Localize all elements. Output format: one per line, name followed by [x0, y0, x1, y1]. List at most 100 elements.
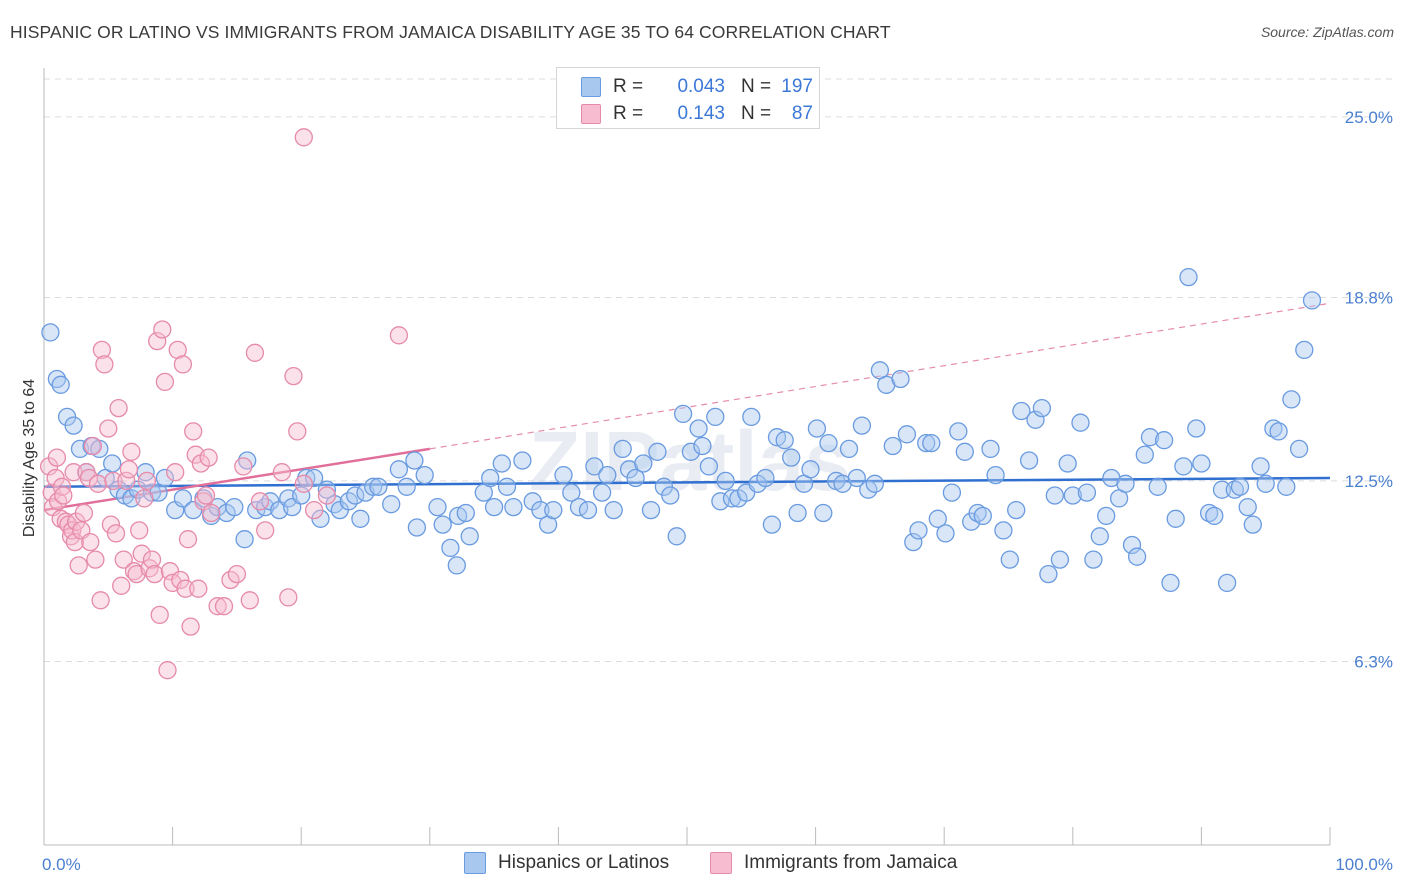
point-hispanic [460, 527, 479, 546]
point-hispanic [382, 495, 401, 514]
point-hispanic [681, 442, 701, 461]
point-jamaica [184, 422, 203, 441]
point-jamaica [284, 366, 303, 386]
point-hispanic [346, 486, 365, 505]
point-jamaica [199, 448, 218, 467]
point-hispanic [364, 477, 383, 496]
point-hispanic [1116, 474, 1135, 493]
point-jamaica [145, 564, 164, 584]
point-hispanic [405, 451, 424, 470]
point-hispanic [626, 468, 645, 488]
point-hispanic [225, 497, 244, 517]
legend-label-hispanic: Hispanics or Latinos [498, 852, 670, 873]
point-hispanic [801, 460, 820, 479]
point-jamaica [79, 468, 99, 488]
point-hispanic [235, 530, 254, 549]
point-hispanic [1264, 419, 1283, 438]
point-hispanic [981, 439, 1000, 459]
point-hispanic [369, 477, 388, 496]
point-hispanic [847, 468, 866, 488]
r-value: 0.043 [677, 76, 725, 97]
point-jamaica [69, 556, 88, 575]
point-hispanic [1154, 431, 1174, 450]
y-tick-labels: 6.3% 12.5% 18.8% 25.0% [1345, 108, 1393, 672]
point-jamaica [250, 492, 270, 511]
point-jamaica [83, 436, 103, 456]
point-hispanic [865, 474, 884, 493]
point-jamaica [117, 471, 136, 491]
point-hispanic [986, 465, 1005, 485]
point-hispanic [891, 369, 910, 389]
legend-item-hispanic: Hispanics or Latinos [464, 852, 669, 874]
trend-line-jamaica-extended [429, 302, 1331, 450]
point-hispanic [1289, 439, 1309, 459]
point-jamaica [137, 471, 157, 491]
point-hispanic [922, 433, 941, 453]
point-jamaica [294, 128, 313, 147]
point-hispanic [1122, 535, 1142, 555]
point-jamaica [148, 331, 167, 351]
point-jamaica [74, 503, 94, 523]
point-hispanic [711, 492, 730, 511]
point-hispanic [667, 527, 686, 546]
point-hispanic [782, 448, 801, 467]
point-hispanic [604, 500, 623, 520]
point-hispanic [641, 500, 661, 520]
point-hispanic [389, 460, 409, 479]
point-hispanic [155, 468, 175, 488]
point-hispanic [909, 521, 928, 540]
point-hispanic [531, 500, 550, 520]
r-value: 0.143 [677, 103, 725, 124]
point-hispanic [716, 471, 735, 491]
point-hispanic [742, 407, 761, 427]
point-hispanic [1063, 486, 1082, 505]
point-hispanic [807, 419, 827, 438]
point-jamaica [109, 398, 128, 418]
point-jamaica [178, 530, 198, 549]
point-jamaica [189, 579, 208, 598]
point-hispanic [397, 477, 416, 496]
point-hispanic [1277, 477, 1296, 496]
point-hispanic [1039, 564, 1058, 584]
chart-title: HISPANIC OR LATINO VS IMMIGRANTS FROM JA… [10, 22, 891, 42]
correlation-legend: R = 0.043 N = 197 R = 0.143 N = 87 [556, 67, 820, 129]
point-jamaica [106, 524, 126, 543]
point-jamaica [91, 591, 110, 610]
point-hispanic [428, 497, 447, 517]
point-jamaica [132, 544, 151, 563]
x-tick-label-min: 0.0% [42, 855, 81, 874]
point-hispanic [1127, 547, 1147, 566]
point-hispanic [492, 454, 511, 473]
point-jamaica [54, 486, 73, 505]
point-hispanic [949, 422, 968, 441]
point-hispanic [484, 497, 504, 517]
point-hispanic [1230, 477, 1250, 496]
point-hispanic [456, 503, 475, 523]
point-hispanic [1238, 497, 1257, 517]
point-hispanic [504, 497, 523, 517]
point-jamaica [142, 550, 162, 569]
legend-label-jamaica: Immigrants from Jamaica [744, 852, 958, 873]
point-hispanic [775, 431, 794, 450]
point-jamaica [389, 326, 409, 345]
point-jamaica [104, 471, 123, 491]
point-hispanic [1205, 506, 1224, 526]
point-hispanic [64, 416, 83, 435]
point-jamaica [65, 532, 85, 552]
point-jamaica [317, 486, 337, 505]
point-hispanic [292, 486, 311, 505]
point-hispanic [1302, 291, 1322, 310]
n-label: N = [741, 103, 772, 124]
point-jamaica [279, 588, 298, 607]
point-hispanic [481, 468, 500, 488]
point-hispanic [1256, 474, 1275, 493]
point-hispanic [693, 436, 712, 456]
y-tick-label: 6.3% [1354, 653, 1393, 672]
point-jamaica [272, 463, 292, 482]
point-jamaica [202, 503, 221, 523]
point-hispanic [1199, 503, 1219, 523]
point-hispanic [839, 439, 859, 459]
point-jamaica [150, 605, 169, 625]
y-tick-label: 25.0% [1345, 108, 1393, 127]
